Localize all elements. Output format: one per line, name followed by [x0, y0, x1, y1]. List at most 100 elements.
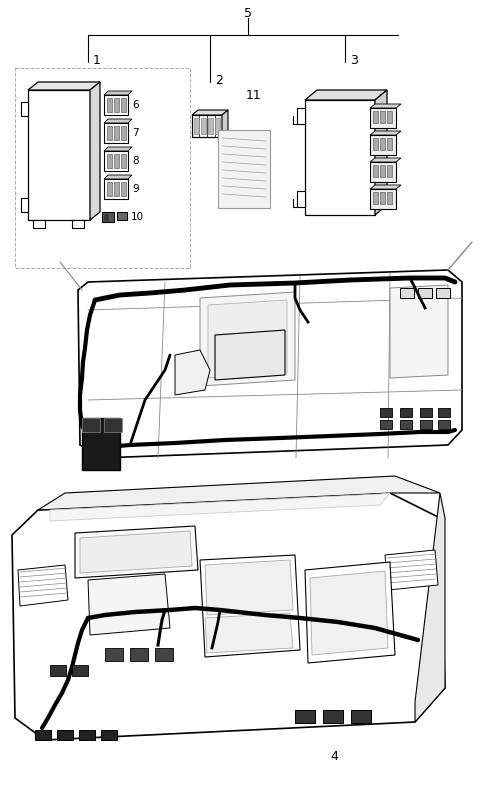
Bar	[380, 420, 392, 429]
Bar	[104, 151, 128, 171]
Bar	[380, 192, 385, 204]
Text: 11: 11	[246, 88, 262, 101]
Bar	[387, 165, 392, 177]
Bar	[121, 182, 126, 196]
Bar	[107, 182, 112, 196]
Polygon shape	[192, 110, 228, 115]
Bar	[101, 730, 117, 740]
Polygon shape	[385, 550, 438, 590]
Bar	[373, 138, 378, 150]
Bar	[50, 665, 66, 676]
Bar	[305, 100, 375, 215]
Bar	[297, 191, 305, 207]
Bar	[351, 710, 371, 723]
Bar	[104, 214, 108, 220]
Polygon shape	[222, 110, 228, 137]
Bar	[130, 648, 148, 661]
Polygon shape	[38, 476, 440, 510]
Bar	[380, 111, 385, 123]
Bar	[107, 154, 112, 168]
Bar	[201, 118, 206, 134]
Bar	[121, 98, 126, 112]
Bar	[373, 111, 378, 123]
Bar	[370, 162, 396, 182]
Polygon shape	[370, 131, 401, 135]
Bar	[82, 418, 120, 470]
Bar	[57, 730, 73, 740]
Bar	[400, 420, 412, 429]
Polygon shape	[370, 158, 401, 162]
Bar	[155, 648, 173, 661]
Bar	[28, 90, 90, 220]
Bar	[72, 220, 84, 228]
Polygon shape	[200, 555, 300, 657]
Bar	[387, 111, 392, 123]
Polygon shape	[305, 562, 395, 663]
Bar	[400, 408, 412, 417]
Polygon shape	[208, 300, 287, 378]
Bar	[79, 730, 95, 740]
Bar	[420, 408, 432, 417]
Text: 4: 4	[330, 750, 338, 763]
Bar	[107, 98, 112, 112]
Bar	[15, 68, 190, 268]
Bar	[192, 115, 222, 137]
Polygon shape	[310, 571, 388, 655]
Bar	[370, 135, 396, 155]
Text: 10: 10	[131, 212, 144, 222]
Polygon shape	[80, 531, 192, 573]
Bar	[373, 165, 378, 177]
Polygon shape	[175, 350, 210, 395]
Bar	[104, 179, 128, 199]
Bar	[121, 154, 126, 168]
Bar	[438, 408, 450, 417]
Bar	[418, 288, 432, 298]
Bar	[370, 108, 396, 128]
Polygon shape	[104, 175, 132, 179]
Polygon shape	[78, 270, 462, 458]
Bar	[194, 118, 199, 134]
Text: 7: 7	[132, 128, 139, 138]
Polygon shape	[88, 574, 170, 635]
Bar	[33, 220, 45, 228]
Text: 1: 1	[93, 54, 101, 66]
Polygon shape	[28, 82, 100, 90]
Polygon shape	[75, 526, 198, 578]
Text: 2: 2	[215, 73, 223, 86]
Bar	[104, 123, 128, 143]
Bar	[380, 165, 385, 177]
Polygon shape	[415, 493, 445, 722]
Bar	[387, 192, 392, 204]
Polygon shape	[200, 292, 295, 386]
Polygon shape	[390, 285, 448, 378]
Text: 9: 9	[132, 184, 139, 194]
Bar	[21, 198, 28, 212]
Bar	[114, 126, 119, 140]
Polygon shape	[205, 613, 293, 653]
Bar	[35, 730, 51, 740]
Bar	[295, 710, 315, 723]
Polygon shape	[215, 330, 285, 380]
Bar	[114, 98, 119, 112]
Polygon shape	[375, 90, 387, 215]
Polygon shape	[104, 119, 132, 123]
Bar	[370, 189, 396, 209]
Bar	[82, 418, 100, 432]
Bar	[387, 138, 392, 150]
Polygon shape	[18, 565, 68, 606]
Text: 8: 8	[132, 156, 139, 166]
Bar	[323, 710, 343, 723]
Bar	[107, 126, 112, 140]
Polygon shape	[104, 91, 132, 95]
Polygon shape	[305, 90, 387, 100]
Polygon shape	[12, 493, 445, 740]
Bar	[438, 420, 450, 429]
Text: 3: 3	[350, 54, 358, 66]
Bar	[400, 288, 414, 298]
Polygon shape	[205, 560, 293, 615]
Bar	[373, 192, 378, 204]
Polygon shape	[370, 104, 401, 108]
Bar	[218, 130, 270, 208]
Bar	[105, 648, 123, 661]
Bar	[121, 126, 126, 140]
